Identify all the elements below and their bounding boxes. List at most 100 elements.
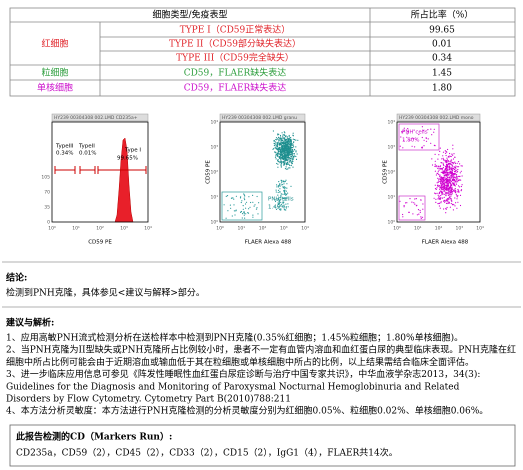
event-dot	[283, 190, 286, 192]
event-dot	[459, 163, 461, 165]
advice-line: 3、进一步临床应用信息可参见《阵发性睡眠性血红蛋白尿症诊断与治疗中国专家共识》，…	[6, 368, 480, 380]
event-dot	[453, 189, 455, 191]
event-dot	[443, 208, 445, 210]
event-dot	[244, 203, 247, 205]
event-dot	[277, 155, 279, 157]
event-dot	[454, 185, 456, 187]
event-dot	[289, 160, 291, 162]
event-dot	[446, 180, 448, 182]
event-dot	[450, 177, 452, 179]
event-dot	[446, 193, 448, 195]
event-dot	[458, 175, 460, 178]
event-dot	[422, 129, 424, 132]
event-dot	[289, 151, 291, 153]
event-dot	[289, 143, 291, 145]
event-dot	[279, 205, 281, 207]
event-dot	[450, 188, 452, 190]
event-dot	[440, 188, 442, 190]
event-dot	[280, 154, 282, 156]
event-dot	[288, 153, 290, 155]
event-dot	[278, 202, 280, 204]
event-dot	[442, 179, 444, 181]
event-dot	[278, 181, 280, 183]
event-dot	[449, 179, 451, 181]
event-dot	[288, 134, 290, 137]
event-dot	[278, 142, 280, 144]
event-dot	[285, 157, 287, 159]
event-dot	[441, 187, 444, 189]
y-tick-label: 10⁴	[387, 120, 395, 126]
x-tick-label: 10¹	[237, 226, 245, 232]
event-dot	[419, 209, 421, 212]
event-dot	[293, 145, 295, 147]
event-dot	[444, 184, 446, 186]
event-dot	[441, 197, 444, 199]
event-dot	[450, 169, 452, 171]
event-dot	[411, 145, 413, 147]
event-dot	[285, 141, 287, 143]
event-dot	[447, 193, 449, 195]
event-dot	[441, 185, 443, 187]
event-dot	[277, 144, 279, 146]
event-dot	[445, 194, 447, 196]
event-dot	[455, 183, 458, 185]
ratio: 0.34	[432, 54, 452, 64]
x-tick-label: 10³	[455, 226, 463, 232]
section-title: 结论:	[6, 272, 27, 284]
event-dot	[275, 145, 277, 147]
event-dot	[422, 208, 424, 210]
ratio: 0.01	[432, 40, 452, 50]
event-dot	[445, 150, 447, 153]
event-dot	[293, 149, 295, 151]
event-dot	[283, 181, 285, 183]
event-dot	[439, 180, 441, 183]
event-dot	[427, 129, 429, 131]
event-dot	[442, 164, 444, 166]
event-dot	[439, 187, 441, 189]
event-dot	[280, 139, 282, 141]
event-dot	[435, 165, 437, 167]
event-dot	[286, 153, 288, 156]
event-dot	[288, 140, 290, 143]
event-dot	[448, 173, 450, 175]
event-dot	[284, 209, 286, 211]
event-dot	[286, 151, 288, 153]
event-dot	[399, 200, 401, 202]
event-dot	[438, 197, 440, 199]
event-dot	[255, 208, 258, 210]
event-dot	[450, 176, 453, 178]
event-dot	[442, 167, 444, 169]
event-dot	[244, 195, 246, 197]
event-dot	[452, 176, 454, 178]
event-dot	[447, 172, 449, 174]
event-dot	[453, 162, 455, 164]
ratio: 1.80	[432, 84, 452, 94]
event-dot	[286, 144, 288, 146]
phenotype: TYPE I（CD59正常表达）	[180, 24, 291, 36]
phenotype: CD59，FLAER缺失表达	[184, 82, 287, 94]
event-dot	[254, 204, 256, 206]
event-dot	[461, 184, 463, 186]
event-dot	[252, 201, 254, 203]
event-dot	[292, 132, 294, 134]
event-dot	[275, 155, 277, 157]
event-dot	[280, 150, 282, 152]
x-tick-label: 10⁴	[301, 226, 309, 232]
event-dot	[440, 201, 442, 203]
event-dot	[444, 169, 446, 171]
event-dot	[282, 134, 284, 136]
event-dot	[283, 186, 285, 188]
event-dot	[282, 146, 284, 148]
event-dot	[447, 199, 449, 201]
event-dot	[431, 134, 433, 136]
event-dot	[284, 192, 286, 194]
event-dot	[441, 193, 443, 196]
event-dot	[290, 137, 292, 139]
x-tick-label: 10⁰	[393, 226, 401, 232]
event-dot	[453, 173, 455, 175]
event-dot	[421, 136, 423, 139]
event-dot	[281, 154, 283, 156]
event-dot	[248, 208, 250, 210]
event-dot	[445, 177, 447, 179]
x-tick-label: 10²	[96, 226, 104, 232]
